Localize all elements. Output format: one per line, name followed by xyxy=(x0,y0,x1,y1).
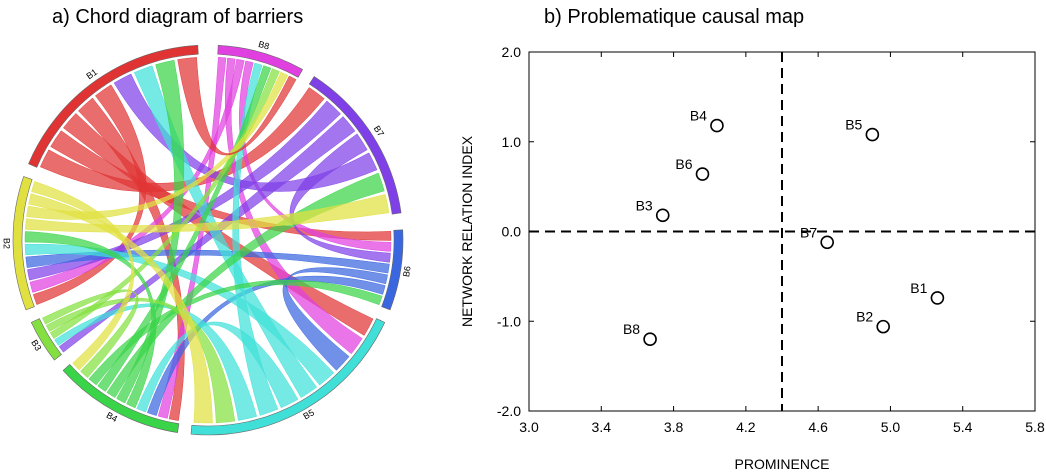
chord-link-B5-B2 xyxy=(24,243,335,386)
chord-arc-B4 xyxy=(62,364,180,433)
chord-link-B3-B5 xyxy=(45,297,236,424)
chord-arc-label-B3: B3 xyxy=(29,338,43,353)
point-B6 xyxy=(695,167,710,181)
chord-link-B7-B6 xyxy=(289,133,391,263)
point-B5 xyxy=(865,127,880,142)
chord-link-B5-B4 xyxy=(136,321,299,413)
x-axis: 3.0 3.4 3.8 4.2 4.6 5.0 5.4 5.8 xyxy=(519,52,1045,435)
chord-arc-B3 xyxy=(30,318,62,361)
y-tick-label: -1.0 xyxy=(497,313,521,329)
chord-arc-B6 xyxy=(381,229,404,311)
chord-arc-B2 xyxy=(12,176,35,311)
x-tick-label: 3.8 xyxy=(664,419,684,435)
chord-arc-B7 xyxy=(308,76,402,215)
chord-arc-B5 xyxy=(190,318,386,436)
chord-link-B7-B3 xyxy=(58,116,356,353)
point-B1 xyxy=(930,291,945,305)
chord-diagram-title: a) Chord diagram of barriers xyxy=(52,6,304,28)
point-label-B2: B2 xyxy=(856,309,873,325)
y-axis: -2.0 -1.0 0.0 1.0 2.0 xyxy=(497,44,1035,419)
chord-arcs: B1 B8 B7 B6 B5 B4 B3 B2 xyxy=(2,39,413,436)
chord-arc-label-B8: B8 xyxy=(257,39,270,52)
point-label-B1: B1 xyxy=(910,280,927,296)
chord-link-B1-B8 xyxy=(177,57,297,156)
y-tick-label: 1.0 xyxy=(502,134,522,150)
chord-arc-label-B1: B1 xyxy=(84,67,99,82)
x-tick-label: 3.0 xyxy=(519,419,539,435)
chord-link-B4-B6 xyxy=(88,279,383,386)
point-label-B8: B8 xyxy=(623,321,640,337)
causal-map-title: b) Problematique causal map xyxy=(544,6,805,28)
chord-links xyxy=(24,57,392,424)
chord-arc-label-B6: B6 xyxy=(401,265,413,277)
causal-map-scatter: 3.0 3.4 3.8 4.2 4.6 5.0 5.4 5.8 -2.0 -1.0 0.0 1.0 2.… xyxy=(459,44,1045,472)
x-tick-label: 3.4 xyxy=(592,419,612,435)
y-tick-label: 2.0 xyxy=(502,44,522,60)
point-B7 xyxy=(820,235,834,250)
point-label-B7: B7 xyxy=(800,224,817,240)
x-tick-label: 4.2 xyxy=(736,419,756,435)
x-tick-label: 4.6 xyxy=(808,419,828,435)
chord-link-B2-B7 xyxy=(25,194,390,233)
chord-link-B5-B8 xyxy=(232,62,279,416)
y-tick-label: -2.0 xyxy=(497,403,521,419)
point-label-B6: B6 xyxy=(675,156,692,172)
barrier-points: B1 B2 B3 B4 B5 B6 B7 B8 xyxy=(623,108,945,347)
chord-arc-B1 xyxy=(28,44,199,168)
x-tick-label: 5.8 xyxy=(1025,419,1045,435)
y-tick-label: 0.0 xyxy=(502,224,522,240)
x-axis-label: PROMINENCE xyxy=(735,456,830,471)
chord-arc-label-B2: B2 xyxy=(2,238,12,249)
chord-arc-label-B5: B5 xyxy=(301,407,316,421)
chord-arc-B8 xyxy=(217,44,303,78)
point-B4 xyxy=(710,118,724,133)
point-B8 xyxy=(643,332,657,347)
causal-map-panel: b) Problematique causal map 3.0 3.4 3.8 4.2… xyxy=(450,0,1046,472)
chord-link-B5-B3 xyxy=(54,303,258,421)
point-B2 xyxy=(876,319,891,334)
point-label-B4: B4 xyxy=(690,108,707,124)
chord-link-B6-B5 xyxy=(282,267,388,371)
chord-link-B1-B7 xyxy=(39,87,325,192)
chord-link-B2-B4 xyxy=(31,181,135,371)
chord-diagram: B1 B8 B7 B6 B5 B4 B3 B2 xyxy=(2,39,413,436)
chord-link-B4-B2 xyxy=(24,231,157,409)
point-label-B5: B5 xyxy=(845,117,862,133)
chord-diagram-panel: a) Chord diagram of barriers B1 B8 B7 B6 B5 B… xyxy=(0,0,450,471)
point-B3 xyxy=(655,208,670,223)
x-tick-label: 5.0 xyxy=(881,419,901,435)
chord-arc-label-B7: B7 xyxy=(372,124,386,139)
point-label-B3: B3 xyxy=(636,197,653,213)
chord-link-B4-B7 xyxy=(106,172,385,398)
x-tick-label: 5.4 xyxy=(953,419,973,435)
chord-arc-label-B4: B4 xyxy=(105,410,119,424)
y-axis-label: NETWORK RELATION INDEX xyxy=(459,135,475,327)
